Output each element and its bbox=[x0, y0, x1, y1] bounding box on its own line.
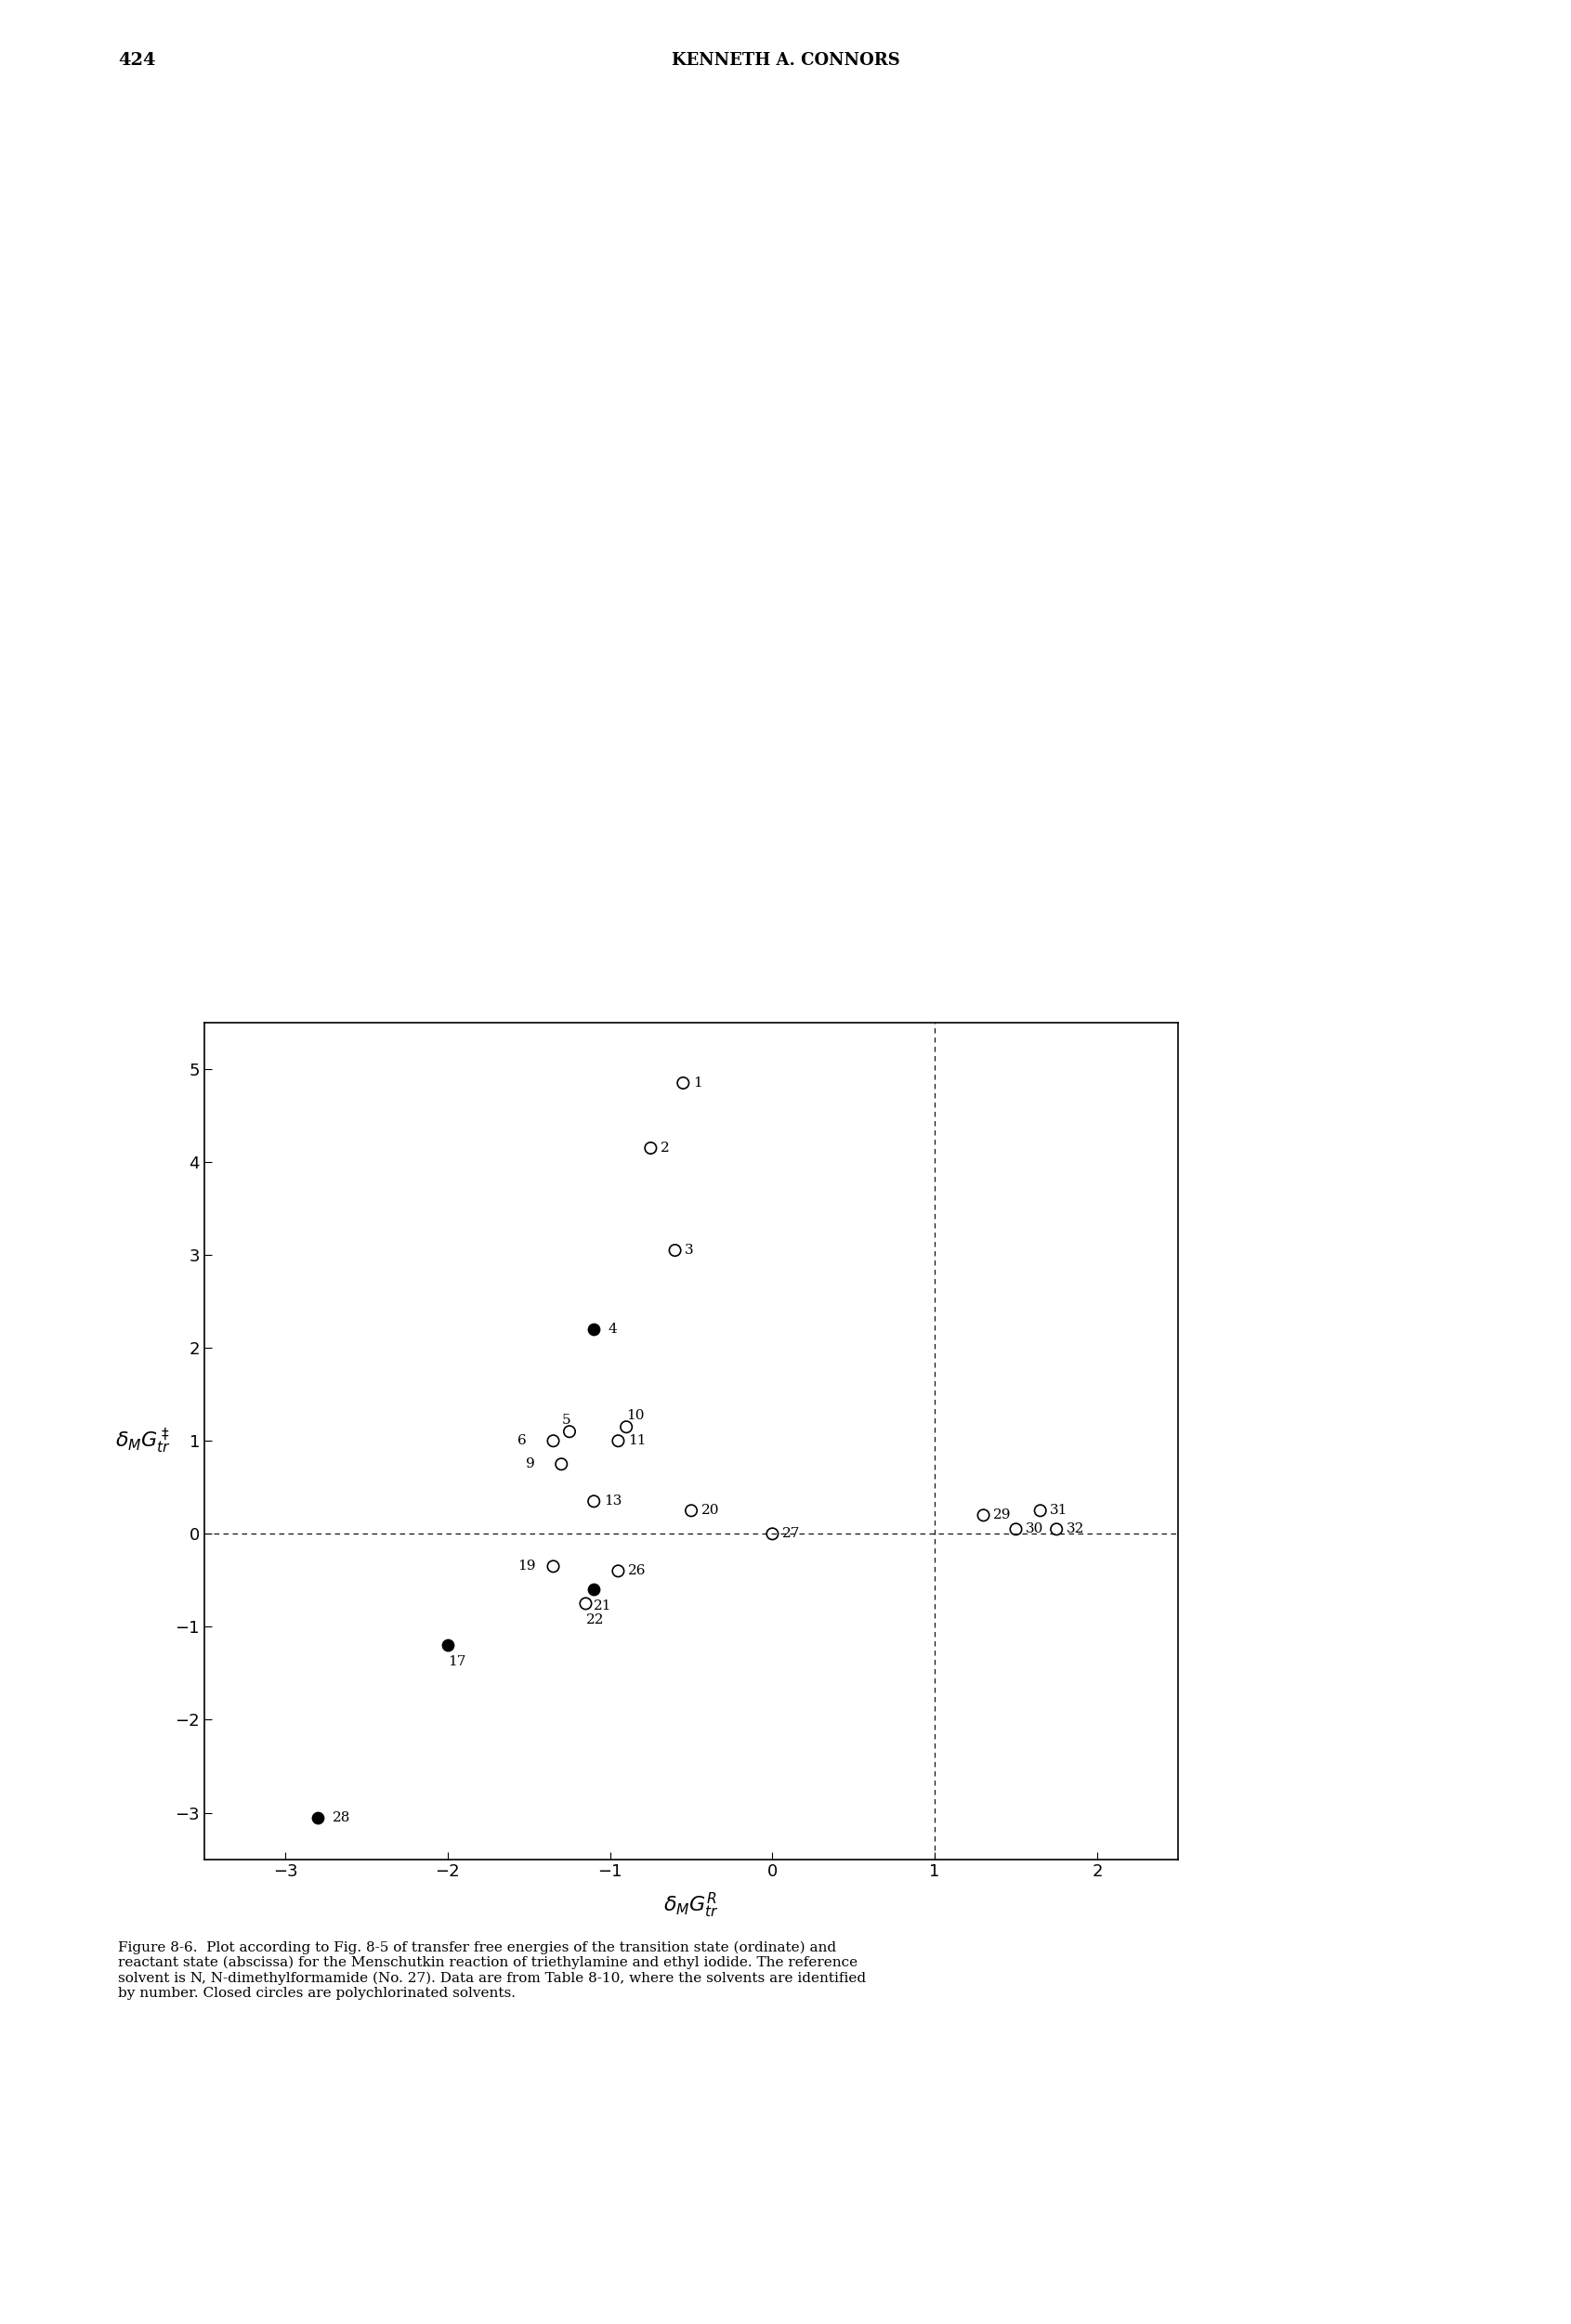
Point bbox=[1027, 1492, 1053, 1529]
Point bbox=[540, 1548, 566, 1585]
Text: KENNETH A. CONNORS: KENNETH A. CONNORS bbox=[671, 51, 900, 70]
Point bbox=[581, 1311, 606, 1348]
X-axis label: $\delta_M G_{tr}^R$: $\delta_M G_{tr}^R$ bbox=[663, 1892, 720, 1920]
Text: 29: 29 bbox=[993, 1508, 1012, 1522]
Point bbox=[760, 1515, 786, 1552]
Text: 9: 9 bbox=[526, 1457, 534, 1471]
Text: 17: 17 bbox=[448, 1655, 465, 1669]
Text: 1: 1 bbox=[693, 1076, 702, 1090]
Text: 20: 20 bbox=[701, 1504, 720, 1518]
Point bbox=[1004, 1511, 1029, 1548]
Text: 10: 10 bbox=[627, 1408, 644, 1422]
Point bbox=[581, 1571, 606, 1608]
Point bbox=[638, 1129, 663, 1167]
Text: 3: 3 bbox=[685, 1243, 694, 1257]
Point bbox=[614, 1408, 639, 1446]
Text: 13: 13 bbox=[603, 1494, 622, 1508]
Text: 31: 31 bbox=[1049, 1504, 1068, 1518]
Point bbox=[971, 1497, 996, 1534]
Text: 11: 11 bbox=[628, 1434, 646, 1448]
Y-axis label: $\delta_M G_{tr}^\ddagger$: $\delta_M G_{tr}^\ddagger$ bbox=[115, 1427, 171, 1455]
Text: 30: 30 bbox=[1026, 1522, 1043, 1536]
Text: 6: 6 bbox=[517, 1434, 526, 1448]
Point bbox=[581, 1483, 606, 1520]
Text: 19: 19 bbox=[517, 1559, 536, 1573]
Text: 26: 26 bbox=[628, 1564, 646, 1578]
Point bbox=[556, 1413, 581, 1450]
Text: 21: 21 bbox=[594, 1599, 613, 1613]
Point bbox=[671, 1064, 696, 1102]
Point bbox=[606, 1422, 632, 1459]
Text: 424: 424 bbox=[118, 51, 156, 70]
Point bbox=[663, 1232, 688, 1269]
Text: 27: 27 bbox=[782, 1527, 800, 1541]
Point bbox=[679, 1492, 704, 1529]
Point bbox=[1045, 1511, 1070, 1548]
Point bbox=[305, 1799, 330, 1836]
Text: 4: 4 bbox=[608, 1322, 617, 1336]
Text: 5: 5 bbox=[561, 1413, 570, 1427]
Point bbox=[540, 1422, 566, 1459]
Point bbox=[435, 1627, 460, 1664]
Text: 32: 32 bbox=[1067, 1522, 1084, 1536]
Text: Figure 8-6.  Plot according to Fig. 8-5 of transfer free energies of the transit: Figure 8-6. Plot according to Fig. 8-5 o… bbox=[118, 1941, 866, 2001]
Text: 22: 22 bbox=[586, 1613, 603, 1627]
Point bbox=[548, 1446, 573, 1483]
Text: 28: 28 bbox=[333, 1810, 350, 1824]
Point bbox=[573, 1585, 599, 1622]
Point bbox=[606, 1552, 632, 1590]
Text: 2: 2 bbox=[660, 1141, 669, 1155]
